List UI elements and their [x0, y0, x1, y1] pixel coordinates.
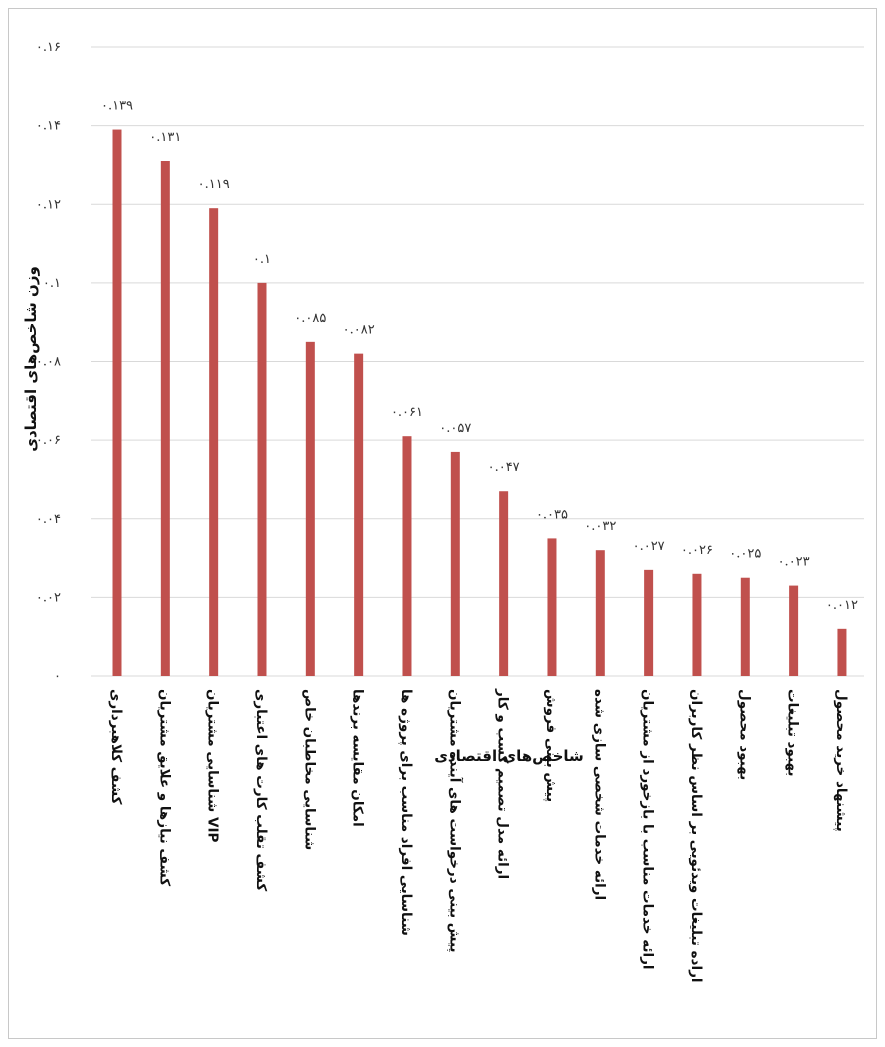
category-label: امکان مقایسه برندها	[350, 689, 366, 827]
data-label: ۰.۱	[253, 252, 271, 267]
category-label: کشف تقلب کارت های اعتباری	[253, 689, 269, 891]
data-label: ۰.۰۲۶	[681, 543, 713, 558]
category-label: شناسایی مخاطبان خاص	[301, 689, 317, 850]
data-label: ۰.۰۳۲	[584, 519, 616, 534]
data-label: ۰.۱۱۹	[198, 177, 230, 192]
bar	[450, 451, 460, 676]
data-label: ۰.۰۲۳	[778, 555, 810, 570]
category-label: ارائه خدمات مناسب با بازخورد از مشتریان	[640, 689, 656, 970]
data-label: ۰.۰۸۲	[343, 323, 375, 338]
bar	[112, 129, 122, 676]
category-label: پیش بینی درخواست های آینده مشتریان	[446, 689, 463, 952]
data-label: ۰.۰۴۷	[488, 460, 520, 475]
bar	[305, 341, 315, 676]
bar	[209, 208, 219, 676]
bar	[789, 585, 799, 676]
x-axis-title: شاخص‌های اقتصادی	[434, 747, 584, 765]
y-tick-label: ۰.۰۲	[36, 590, 61, 605]
y-tick-label: ۰	[54, 669, 61, 684]
bar	[402, 436, 412, 676]
category-label: بهبود محصول	[736, 689, 752, 780]
y-tick-label: ۰.۱۴	[36, 119, 61, 134]
y-tick-label: ۰.۰۸	[36, 355, 61, 370]
category-label: ارائه مدل تصمیم کسب و کار	[495, 688, 511, 879]
data-label: ۰.۰۸۵	[294, 311, 326, 326]
bar	[837, 628, 847, 676]
data-label: ۰.۰۵۷	[439, 421, 471, 436]
y-axis-title: وزن شاخص‌های اقتصادی	[22, 266, 40, 452]
gridlines	[91, 46, 864, 677]
data-label: ۰.۰۶۱	[391, 405, 423, 420]
data-label: ۰.۱۳۱	[149, 130, 181, 145]
bar	[547, 538, 557, 676]
y-tick-label: ۰.۰۴	[36, 512, 61, 527]
bar	[257, 282, 267, 676]
bars	[112, 129, 847, 677]
data-labels: ۰.۱۳۹ ۰.۱۳۱ ۰.۱۱۹ ۰.۱ ۰.۰۸۵ ۰.۰۸۲ ۰.۰۶۱ ۰.۰۵۷ ۰.…	[101, 99, 858, 613]
category-label: کشف نیازها و علایق مشتریان	[156, 689, 172, 886]
category-label: پیش بینی فروش	[543, 689, 559, 802]
data-label: ۰.۰۲۵	[729, 547, 761, 562]
bar	[354, 353, 364, 676]
category-label: کشف کلاهبرداری	[108, 689, 124, 805]
bar	[499, 491, 509, 676]
y-tick-label: ۰.۱۲	[36, 197, 61, 212]
bar-chart: ۰۰.۰۲۰.۰۴۰.۰۶۰.۰۸۰.۱۰.۱۲۰.۱۴۰.۱۶ ۰.۱۳۹۰.…	[22, 40, 864, 983]
data-label: ۰.۱۳۹	[101, 99, 133, 114]
data-label: ۰.۰۱۲	[826, 598, 858, 613]
bar	[740, 577, 750, 676]
data-label: ۰.۰۲۷	[633, 539, 665, 554]
category-label: بهبود تبلیغات	[785, 689, 801, 776]
bar	[160, 161, 170, 677]
category-labels: کشف کلاهبرداری کشف نیازها و علایق مشتریان…	[108, 688, 849, 983]
bar	[692, 573, 702, 676]
data-label: ۰.۰۳۵	[536, 507, 568, 522]
category-label: ارائه خدمات شخصی سازی شده	[591, 689, 607, 900]
y-tick-label: ۰.۱	[43, 276, 61, 291]
chart-frame: ۰ ۰.۰۲ ۰.۰۴ ۰.۰۶ ۰.۰۸ ۰.۱ ۰.۱۲ ۰.۱۴ ۰.۱۶ ۰.۱۳۹ ۰.…	[8, 8, 877, 1039]
y-tick-label: ۰.۱۶	[36, 40, 61, 55]
y-axis-ticks: ۰ ۰.۰۲ ۰.۰۴ ۰.۰۶ ۰.۰۸ ۰.۱ ۰.۱۲ ۰.۱۴ ۰.۱۶	[36, 40, 61, 684]
bar	[595, 550, 605, 676]
category-label: پیشنهاد خرید محصول	[833, 689, 849, 832]
bar	[644, 569, 654, 676]
category-label: اراده تبلیغات ویدئویی بر اساس نظر کاربرا…	[688, 689, 704, 983]
category-label: شناسایی مشتریان VIP	[205, 689, 221, 842]
category-label: شناسایی افراد مناسب برای پروژه ها	[398, 689, 414, 936]
y-tick-label: ۰.۰۶	[36, 433, 61, 448]
